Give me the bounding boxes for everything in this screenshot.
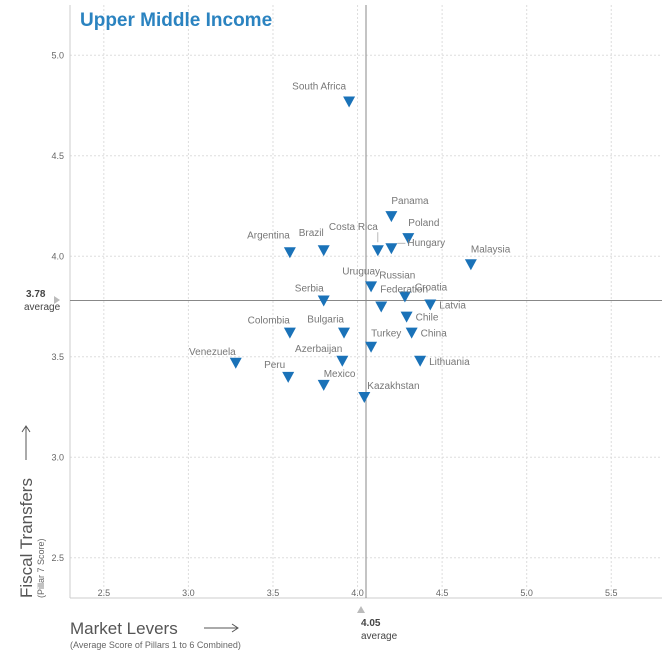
data-point [229, 357, 242, 369]
chart-title: Upper Middle Income [80, 10, 272, 31]
x-tick-label: 3.5 [267, 588, 280, 598]
data-point [317, 295, 330, 307]
point-label: Hungary [407, 238, 445, 249]
data-point [414, 355, 427, 367]
data-point [385, 211, 398, 223]
y-tick-label: 5.0 [51, 50, 64, 60]
x-tick-label: 5.5 [605, 588, 618, 598]
data-point [398, 291, 411, 303]
data-point [371, 245, 384, 257]
data-point [336, 355, 349, 367]
data-point [283, 327, 296, 339]
data-point [375, 301, 388, 313]
data-point [424, 299, 437, 311]
y-tick-label: 4.5 [51, 151, 64, 161]
point-label: Colombia [248, 316, 291, 327]
point-label: Lithuania [429, 357, 470, 368]
point-label: Kazakhstan [367, 381, 419, 392]
data-point [338, 327, 351, 339]
point-label: Brazil [299, 228, 324, 239]
average-y-label: average [24, 302, 61, 313]
point-label: Azerbaijan [295, 344, 342, 355]
point-label: Peru [264, 360, 285, 371]
point-label: Costa Rica [329, 222, 378, 233]
data-point [317, 245, 330, 257]
x-tick-label: 3.0 [182, 588, 195, 598]
point-label: Russian [379, 271, 415, 282]
data-point [343, 96, 356, 108]
x-axis-arrow [204, 623, 239, 633]
point-label: Panama [391, 196, 429, 207]
point-labels: South Africa Panama Poland Costa Rica Hungar… [189, 81, 511, 391]
point-label: Croatia [415, 282, 448, 293]
average-y-value: 3.78 [26, 289, 46, 300]
point-label: Bulgaria [307, 315, 344, 326]
x-tick-label: 2.5 [98, 588, 111, 598]
y-tick-label: 3.0 [51, 452, 64, 462]
x-tick-label: 5.0 [520, 588, 533, 598]
data-point [283, 247, 296, 259]
y-tick-label: 2.5 [51, 553, 64, 563]
y-axis-arrow [21, 425, 31, 460]
data-point [317, 379, 330, 391]
average-y-marker [54, 296, 60, 304]
data-point [358, 391, 371, 403]
x-axis-subtitle: (Average Score of Pillars 1 to 6 Combine… [70, 640, 241, 650]
data-point [365, 281, 378, 293]
point-label: South Africa [292, 81, 346, 92]
point-label: Turkey [371, 329, 401, 340]
average-x-marker [357, 606, 365, 613]
point-label: Poland [408, 218, 439, 229]
point-label: Argentina [247, 230, 290, 241]
point-label: Latvia [439, 301, 466, 312]
average-x-label: average [361, 631, 398, 642]
point-label: Mexico [324, 369, 356, 380]
data-points [229, 96, 477, 403]
y-tick-labels: 2.5 3.0 3.5 4.0 4.5 5.0 [51, 50, 64, 563]
point-label: Serbia [295, 283, 324, 294]
point-label: Uruguay [342, 266, 380, 277]
x-axis-title: Market Levers [70, 619, 178, 638]
data-point [365, 341, 378, 353]
y-axis-title: Fiscal Transfers [17, 478, 36, 598]
x-tick-label: 4.5 [436, 588, 449, 598]
data-point [405, 327, 418, 339]
average-lines [70, 5, 662, 598]
point-label: Malaysia [471, 244, 511, 255]
data-point [282, 371, 295, 383]
x-tick-label: 4.0 [351, 588, 364, 598]
y-axis-subtitle: (Pillar 7 Score) [36, 538, 46, 598]
data-point [400, 311, 413, 323]
data-point [464, 259, 477, 271]
point-label: Chile [416, 313, 439, 324]
data-point [385, 243, 398, 255]
point-label: Federation [380, 285, 428, 296]
point-label: China [421, 329, 448, 340]
point-label: Venezuela [189, 347, 236, 358]
data-point [402, 233, 415, 245]
x-tick-labels: 2.5 3.0 3.5 4.0 4.5 5.0 5.5 [98, 588, 618, 598]
y-tick-label: 3.5 [51, 352, 64, 362]
y-tick-label: 4.0 [51, 251, 64, 261]
average-x-value: 4.05 [361, 618, 381, 629]
